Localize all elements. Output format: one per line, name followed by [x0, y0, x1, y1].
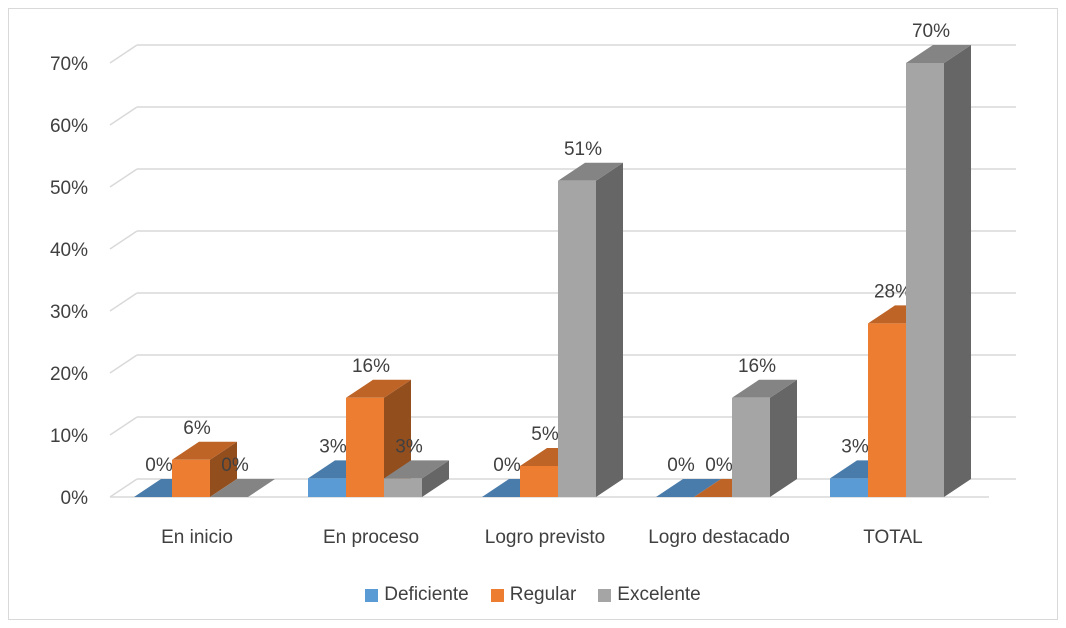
bar-top-excelente: [558, 162, 623, 181]
data-label: 3%: [319, 436, 347, 457]
legend-item-excelente: Excelente: [598, 584, 701, 606]
bar-side-excelente: [770, 379, 797, 497]
y-tick-label: 30%: [50, 302, 88, 323]
legend-swatch-regular: [490, 588, 504, 602]
gridline-side: [109, 416, 138, 436]
legend-swatch-deficiente: [365, 588, 379, 602]
bar-top-excelente: [732, 379, 797, 398]
gridline-side: [109, 354, 138, 374]
data-label: 0%: [705, 455, 733, 476]
bar-excelente: [732, 397, 770, 497]
data-label: 70%: [912, 21, 950, 42]
x-category-label: En proceso: [323, 527, 419, 548]
bar-deficiente: [308, 478, 346, 497]
data-label: 16%: [738, 356, 776, 377]
data-label: 0%: [493, 455, 521, 476]
gridline-side: [109, 478, 138, 498]
data-label: 3%: [395, 436, 423, 457]
bar-regular: [172, 459, 210, 497]
data-label: 16%: [352, 356, 390, 377]
bar-top-regular: [346, 379, 411, 398]
data-label: 28%: [874, 281, 912, 302]
bar-top-excelente: [210, 479, 275, 497]
data-label: 5%: [531, 424, 559, 445]
data-label: 51%: [564, 139, 602, 160]
data-label: 0%: [221, 455, 249, 476]
bar-excelente: [906, 63, 944, 497]
y-tick-label: 70%: [50, 54, 88, 75]
bar-regular: [346, 397, 384, 497]
bar-side-excelente: [596, 162, 623, 498]
y-tick-label: 0%: [61, 488, 89, 509]
data-label: 0%: [145, 455, 173, 476]
legend-label-deficiente: Deficiente: [384, 584, 469, 605]
bar-top-regular: [172, 441, 237, 460]
x-category-label: Logro previsto: [485, 527, 605, 548]
data-label: 0%: [667, 455, 695, 476]
bar-top-deficiente: [656, 479, 721, 497]
bar-side-regular: [210, 441, 237, 497]
x-category-label: Logro destacado: [648, 527, 790, 548]
gridline-side: [109, 44, 138, 64]
legend-label-regular: Regular: [509, 584, 577, 605]
legend-item-regular: Regular: [490, 584, 577, 606]
y-tick-label: 50%: [50, 178, 88, 199]
bar-regular: [868, 323, 906, 497]
y-tick-label: 60%: [50, 116, 88, 137]
legend-label-excelente: Excelente: [617, 584, 701, 605]
gridline-side: [109, 230, 138, 250]
x-category-label: TOTAL: [863, 527, 922, 548]
bar-top-excelente: [384, 460, 449, 479]
bar-excelente: [384, 478, 422, 497]
bar-side-excelente: [944, 45, 971, 497]
bar-deficiente: [830, 478, 868, 497]
x-category-label: En inicio: [161, 527, 233, 548]
legend-swatch-excelente: [598, 588, 612, 602]
data-label: 3%: [841, 436, 869, 457]
legend-item-deficiente: Deficiente: [365, 584, 469, 606]
data-label: 6%: [183, 418, 211, 439]
gridline-side: [109, 292, 138, 312]
y-tick-label: 20%: [50, 364, 88, 385]
bar-excelente: [558, 180, 596, 498]
y-tick-label: 40%: [50, 240, 88, 261]
gridline-side: [109, 106, 138, 126]
legend: Deficiente Regular Excelente: [0, 584, 1066, 606]
y-tick-label: 10%: [50, 426, 88, 447]
bar-side-excelente: [422, 460, 449, 497]
gridline-side: [109, 168, 138, 188]
bar-top-excelente: [906, 45, 971, 63]
bar-regular: [520, 466, 558, 497]
